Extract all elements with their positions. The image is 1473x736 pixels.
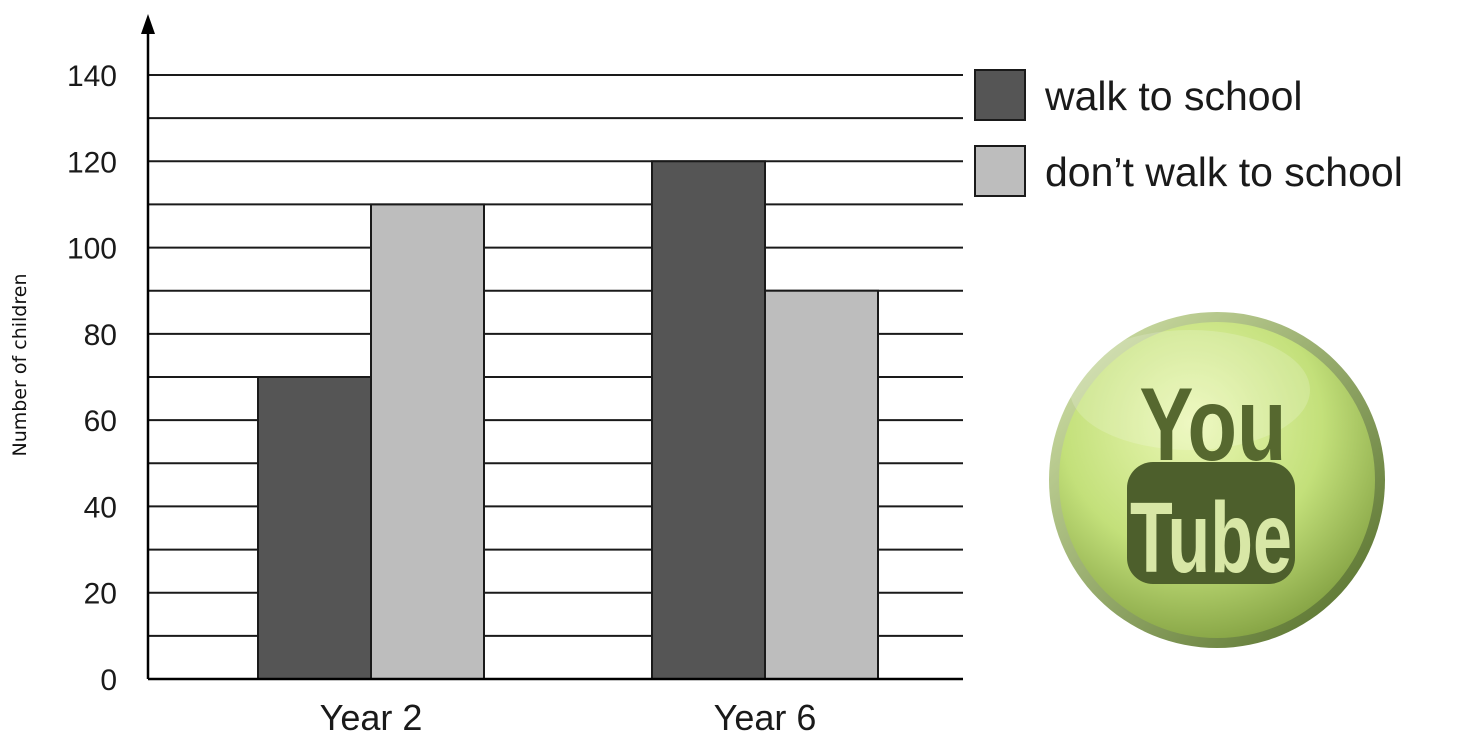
legend-item: don’t walk to school: [974, 145, 1403, 197]
bar: [764, 289, 879, 680]
legend-label: walk to school: [1044, 73, 1303, 119]
x-category-labels: Year 2 Year 6: [320, 697, 817, 736]
legend-label: don’t walk to school: [1045, 149, 1403, 195]
youtube-logo-icon: You Tube: [1049, 312, 1385, 648]
y-axis-arrow: [141, 14, 155, 34]
bar: [257, 376, 372, 680]
y-tick-label: 40: [84, 491, 117, 524]
y-tick-labels: 0 20 40 60 80 100 120 140: [67, 60, 117, 697]
y-axis-label: Number of children: [9, 274, 31, 457]
x-category-label: Year 2: [320, 697, 423, 736]
y-tick-label: 100: [67, 233, 117, 266]
logo-text-top: You: [1139, 366, 1286, 482]
legend-swatch: [974, 69, 1026, 121]
y-tick-label: 140: [67, 60, 117, 93]
y-tick-label: 20: [84, 578, 117, 611]
y-tick-label: 60: [84, 405, 117, 438]
axes: [141, 14, 963, 681]
x-category-label: Year 6: [714, 697, 817, 736]
bars: [257, 160, 879, 681]
legend: walk to school don’t walk to school: [974, 69, 1403, 197]
y-tick-label: 120: [67, 146, 117, 179]
y-tick-label: 80: [84, 319, 117, 352]
y-tick-label: 0: [100, 664, 117, 697]
logo-text-bottom: Tube: [1130, 483, 1292, 594]
legend-item: walk to school: [974, 69, 1303, 121]
legend-swatch: [974, 145, 1026, 197]
bar: [370, 203, 485, 681]
bar: [651, 160, 766, 681]
